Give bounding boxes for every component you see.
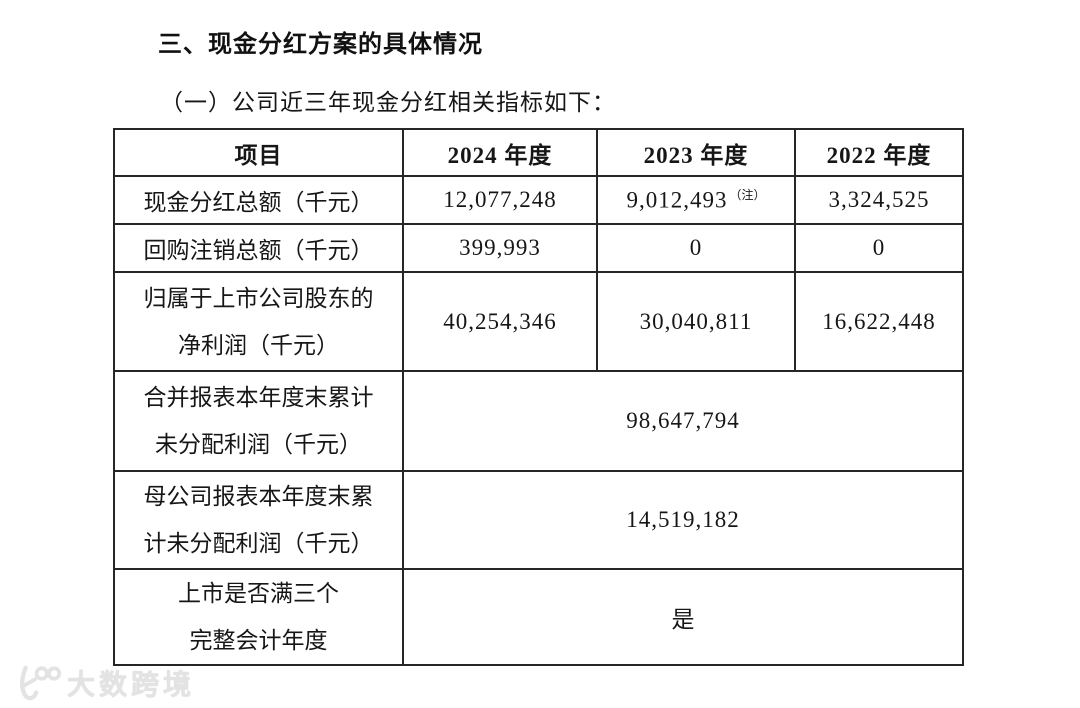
watermark-brand-text: 大数跨境 bbox=[67, 669, 196, 700]
table-header-row: 项目 2024 年度 2023 年度 2022 年度 bbox=[113, 128, 964, 177]
footnote-marker: （注） bbox=[729, 188, 766, 203]
row-label: 回购注销总额（千元） bbox=[113, 223, 404, 273]
merged-value-cell: 是 bbox=[402, 568, 964, 666]
table-row-parent-retained-profit: 母公司报表本年度末累 计未分配利润（千元） 14,519,182 bbox=[113, 470, 964, 570]
cell-2022: 0 bbox=[794, 223, 964, 273]
table-row-listed-three-years: 上市是否满三个 完整会计年度 是 bbox=[113, 568, 964, 666]
row-label: 上市是否满三个 完整会计年度 bbox=[113, 568, 404, 666]
cell-2024: 40,254,346 bbox=[402, 271, 598, 372]
cell-2023: 9,012,493 （注） bbox=[596, 175, 796, 225]
cell-2023: 30,040,811 bbox=[596, 271, 796, 372]
table-row-net-profit: 归属于上市公司股东的 净利润（千元） 40,254,346 30,040,811… bbox=[113, 271, 964, 372]
row-label: 现金分红总额（千元） bbox=[113, 175, 404, 225]
cell-2022: 16,622,448 bbox=[794, 271, 964, 372]
header-year-2024: 2024 年度 bbox=[402, 128, 598, 177]
table-row-buyback-cancel: 回购注销总额（千元） 399,993 0 0 bbox=[113, 223, 964, 273]
cell-2024: 399,993 bbox=[402, 223, 598, 273]
row-label: 归属于上市公司股东的 净利润（千元） bbox=[113, 271, 404, 372]
header-item-column: 项目 bbox=[113, 128, 404, 177]
merged-value-cell: 98,647,794 bbox=[402, 370, 964, 472]
cell-2024: 12,077,248 bbox=[402, 175, 598, 225]
merged-value-cell: 14,519,182 bbox=[402, 470, 964, 570]
cell-2023: 0 bbox=[596, 223, 796, 273]
table-row-cash-dividend: 现金分红总额（千元） 12,077,248 9,012,493 （注） 3,324… bbox=[113, 175, 964, 225]
section-title: 三、现金分红方案的具体情况 bbox=[158, 31, 483, 58]
cell-2023-value: 9,012,493 bbox=[626, 187, 728, 213]
row-label: 母公司报表本年度末累 计未分配利润（千元） bbox=[113, 470, 404, 570]
header-year-2022: 2022 年度 bbox=[794, 128, 964, 177]
header-year-2023: 2023 年度 bbox=[596, 128, 796, 177]
subsection-title: （一）公司近三年现金分红相关指标如下： bbox=[160, 90, 616, 115]
brand-logo-icon bbox=[20, 665, 62, 701]
watermark: 大数跨境 bbox=[12, 663, 195, 703]
cell-2022: 3,324,525 bbox=[794, 175, 964, 225]
row-label: 合并报表本年度末累计 未分配利润（千元） bbox=[113, 370, 404, 472]
dividend-table: 项目 2024 年度 2023 年度 2022 年度 现金分红总额（千元） 12… bbox=[113, 128, 964, 666]
table-row-consolidated-retained-profit: 合并报表本年度末累计 未分配利润（千元） 98,647,794 bbox=[113, 370, 964, 472]
